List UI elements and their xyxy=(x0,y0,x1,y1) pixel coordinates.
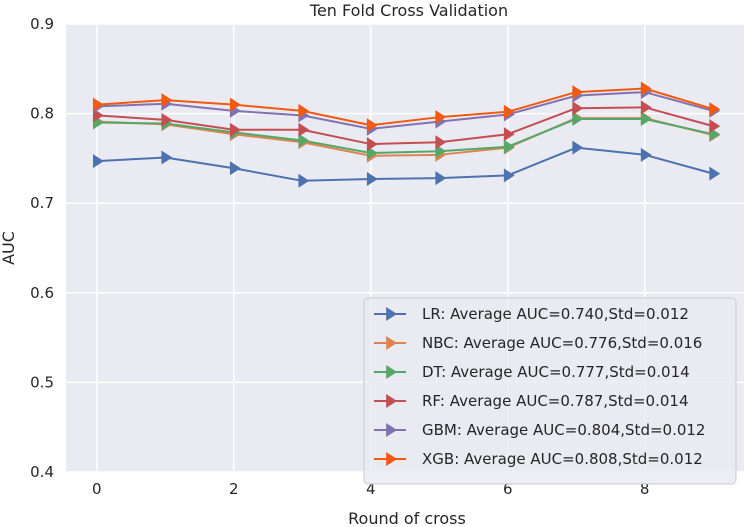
legend-label-lr: LR: Average AUC=0.740,Std=0.012 xyxy=(422,305,689,323)
legend-marker-rf xyxy=(386,394,397,408)
y-tick-label: 0.7 xyxy=(30,194,54,212)
x-axis-title: Round of cross xyxy=(348,509,466,527)
data-point-rf xyxy=(161,112,173,127)
x-tick-label: 0 xyxy=(92,480,102,498)
data-point-rf xyxy=(572,101,584,116)
legend-label-gbm: GBM: Average AUC=0.804,Std=0.012 xyxy=(422,421,705,439)
data-point-dt xyxy=(572,111,584,126)
data-point-xgb xyxy=(572,85,584,100)
y-tick-label: 0.8 xyxy=(30,105,54,123)
data-point-xgb xyxy=(709,102,721,117)
legend-marker-gbm xyxy=(386,423,397,437)
data-point-xgb xyxy=(92,97,104,112)
data-point-xgb xyxy=(366,118,378,133)
legend-label-rf: RF: Average AUC=0.787,Std=0.014 xyxy=(422,392,689,410)
x-tick-label: 8 xyxy=(640,480,650,498)
y-tick-labels: 0.4 0.5 0.6 0.7 0.8 0.9 xyxy=(30,15,54,481)
data-point-lr xyxy=(366,172,378,187)
data-point-lr xyxy=(709,166,721,181)
chart-title: Ten Fold Cross Validation xyxy=(309,1,508,20)
data-point-lr xyxy=(640,147,652,162)
data-point-xgb xyxy=(435,110,447,125)
legend-marker-xgb xyxy=(386,452,397,466)
y-axis-title: AUC xyxy=(0,231,18,265)
data-point-rf xyxy=(366,137,378,152)
data-point-rf xyxy=(298,122,310,137)
data-point-lr xyxy=(503,168,515,183)
series-line-dt xyxy=(96,117,714,155)
legend-label-xgb: XGB: Average AUC=0.808,Std=0.012 xyxy=(422,450,703,468)
y-tick-label: 0.5 xyxy=(30,373,54,391)
x-tick-label: 2 xyxy=(229,480,239,498)
data-point-xgb xyxy=(229,97,241,112)
y-tick-label: 0.4 xyxy=(30,463,54,481)
data-point-dt xyxy=(640,111,652,126)
legend-marker-dt xyxy=(386,365,397,379)
data-point-lr xyxy=(92,154,104,169)
data-point-lr xyxy=(161,150,173,165)
series-line-xgb xyxy=(96,87,714,127)
data-point-dt xyxy=(366,146,378,161)
y-tick-label: 0.9 xyxy=(30,15,54,33)
y-tick-label: 0.6 xyxy=(30,284,54,302)
data-point-rf xyxy=(503,127,515,142)
data-point-xgb xyxy=(640,81,652,96)
data-point-dt xyxy=(298,133,310,148)
x-tick-label: 4 xyxy=(366,480,376,498)
series-line-rf xyxy=(96,106,714,146)
series-line-gbm xyxy=(96,91,714,130)
data-point-rf xyxy=(709,119,721,134)
data-point-rf xyxy=(435,135,447,150)
series-lines xyxy=(96,87,714,182)
data-point-lr xyxy=(572,140,584,155)
data-point-xgb xyxy=(503,104,515,119)
legend-label-dt: DT: Average AUC=0.777,Std=0.014 xyxy=(422,363,690,381)
series-line-lr xyxy=(96,146,714,182)
data-point-rf xyxy=(229,122,241,137)
data-point-xgb xyxy=(298,103,310,118)
data-point-xgb xyxy=(161,93,173,108)
series-markers xyxy=(92,81,721,188)
legend-marker-nbc xyxy=(386,336,397,350)
legend-box xyxy=(363,297,737,485)
data-point-lr xyxy=(298,173,310,188)
data-point-dt xyxy=(503,139,515,154)
data-point-rf xyxy=(92,108,104,123)
legend-label-nbc: NBC: Average AUC=0.776,Std=0.016 xyxy=(422,334,702,352)
data-point-lr xyxy=(435,171,447,186)
data-point-rf xyxy=(640,100,652,115)
x-tick-label: 6 xyxy=(503,480,513,498)
legend-marker-lr xyxy=(386,307,397,321)
data-point-lr xyxy=(229,161,241,176)
x-tick-labels: 0 2 4 6 8 xyxy=(92,480,649,498)
legend: LR: Average AUC=0.740,Std=0.012 NBC: Aver… xyxy=(363,297,737,485)
data-point-dt xyxy=(435,144,447,159)
